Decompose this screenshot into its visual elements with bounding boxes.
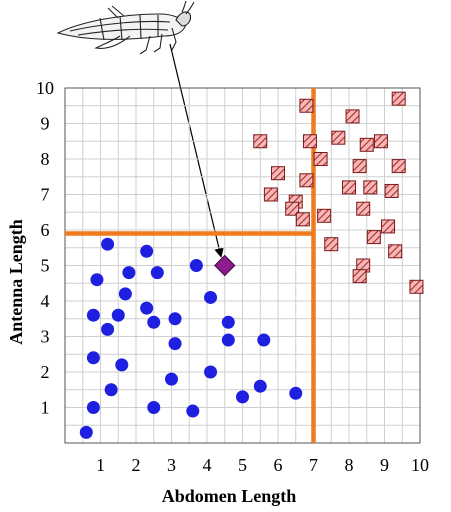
circle-point: [147, 401, 161, 414]
circle-point: [165, 372, 178, 386]
x-tick-label: 3: [167, 455, 176, 475]
data-points: [79, 91, 424, 439]
y-tick-label: 9: [41, 114, 50, 134]
x-tick-label: 9: [380, 455, 389, 475]
circle-point: [147, 315, 161, 329]
square-point: [381, 219, 396, 234]
square-point: [345, 109, 360, 124]
circle-point: [86, 401, 100, 414]
x-tick-label: 4: [203, 455, 212, 475]
circle-point: [101, 237, 115, 251]
circle-point: [257, 333, 271, 347]
circle-point: [86, 351, 100, 365]
square-point: [373, 134, 388, 149]
y-tick-label: 4: [41, 291, 50, 311]
square-point: [384, 183, 399, 198]
square-point: [253, 134, 268, 149]
plot-frame: [64, 87, 421, 444]
y-axis-title: Antenna Length: [6, 219, 26, 345]
x-tick-label: 8: [345, 455, 354, 475]
circle-point: [204, 290, 218, 304]
y-tick-label: 10: [36, 78, 54, 98]
circle-point: [289, 386, 303, 400]
circle-point: [186, 404, 200, 418]
circle-point: [90, 273, 104, 287]
circle-point: [236, 390, 249, 404]
circle-point: [168, 312, 182, 326]
x-tick-labels: 1 2 3 4 5 6 7 8 9 10: [96, 455, 429, 475]
square-point: [331, 130, 346, 145]
square-point: [302, 134, 317, 149]
y-tick-label: 1: [41, 398, 50, 418]
square-point: [409, 279, 424, 294]
square-point: [299, 98, 314, 113]
circle-point: [104, 383, 118, 397]
circle-point: [221, 315, 235, 329]
y-tick-label: 5: [41, 256, 50, 276]
y-tick-label: 3: [41, 327, 50, 347]
circle-point: [140, 244, 154, 258]
circle-point: [204, 365, 218, 379]
y-tick-label: 8: [41, 149, 50, 169]
square-point: [352, 159, 367, 174]
square-point: [317, 208, 332, 223]
square-point: [366, 230, 381, 245]
circle-point: [79, 425, 93, 439]
square-point: [313, 152, 328, 166]
square-point: [295, 212, 310, 227]
square-point: [271, 166, 285, 181]
square-point: [299, 173, 314, 188]
square-point: [263, 187, 278, 202]
square-point: [388, 244, 403, 259]
circle-point: [115, 358, 129, 372]
x-tick-label: 10: [411, 455, 429, 475]
square-point: [391, 91, 406, 106]
grasshopper-icon: [56, 0, 195, 55]
square-point: [352, 269, 367, 284]
x-tick-label: 6: [274, 455, 283, 475]
x-tick-label: 5: [238, 455, 247, 475]
circle-point: [111, 308, 125, 322]
square-point: [324, 237, 339, 252]
circle-point: [221, 333, 235, 347]
x-tick-label: 1: [96, 455, 105, 475]
circle-point: [150, 266, 164, 280]
x-tick-label: 2: [132, 455, 141, 475]
x-axis-title: Abdomen Length: [162, 486, 297, 506]
square-point: [342, 180, 356, 195]
square-point: [285, 201, 300, 216]
pointer-arrow: [169, 43, 224, 258]
square-point: [359, 137, 374, 152]
circle-point: [122, 266, 136, 280]
square-point: [391, 159, 406, 174]
circle-point: [253, 379, 267, 393]
y-tick-label: 6: [41, 220, 50, 240]
y-tick-label: 7: [41, 185, 50, 205]
y-tick-label: 2: [41, 362, 50, 382]
square-point: [356, 201, 371, 216]
x-tick-label: 7: [309, 455, 318, 475]
circle-point: [189, 259, 203, 272]
circle-point: [168, 337, 182, 351]
y-tick-labels: 1 2 3 4 5 6 7 8 9 10: [36, 78, 54, 418]
circle-point: [101, 322, 115, 336]
circle-point: [118, 287, 132, 301]
query-point-diamond: [214, 254, 236, 277]
circle-point: [86, 308, 100, 322]
square-point: [363, 180, 378, 195]
circle-point: [140, 301, 154, 315]
